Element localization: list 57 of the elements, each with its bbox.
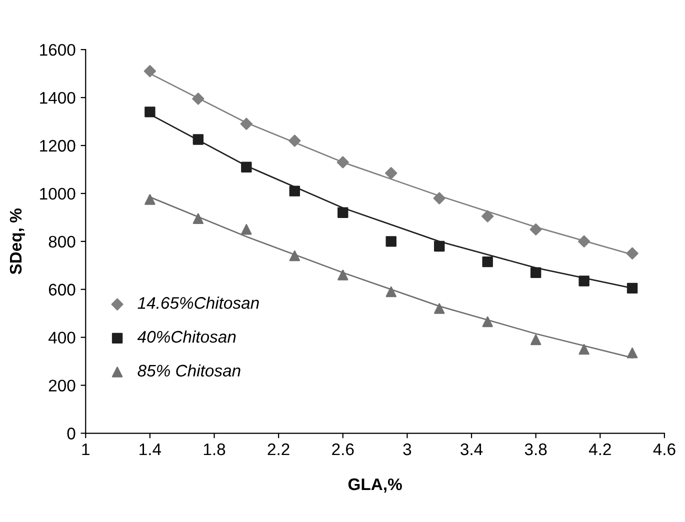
point bbox=[433, 192, 446, 204]
x-tick-label: 2.2 bbox=[268, 443, 290, 456]
legend-label: 40%Chitosan bbox=[137, 330, 236, 343]
point bbox=[338, 270, 348, 280]
y-tick-label: 1200 bbox=[40, 140, 76, 152]
point bbox=[336, 156, 349, 168]
point bbox=[192, 134, 204, 145]
x-tick-label: 3 bbox=[403, 443, 412, 456]
point bbox=[578, 276, 590, 286]
point bbox=[144, 65, 156, 78]
point bbox=[386, 236, 396, 247]
x-tick-label: 2.6 bbox=[332, 443, 354, 456]
point bbox=[626, 247, 638, 260]
point bbox=[482, 210, 494, 222]
point bbox=[386, 286, 396, 298]
y-tick-label: 400 bbox=[48, 332, 76, 344]
point bbox=[530, 267, 542, 278]
point bbox=[482, 316, 493, 328]
x-tick-label: 4.2 bbox=[588, 443, 611, 456]
x-tick-label: 1 bbox=[82, 444, 90, 456]
point bbox=[240, 118, 252, 130]
point bbox=[578, 235, 590, 248]
y-tick-label: 1600 bbox=[40, 44, 76, 56]
x-tick-label: 3.8 bbox=[524, 443, 547, 456]
point bbox=[530, 223, 542, 236]
x-tick-label: 3.4 bbox=[460, 443, 483, 456]
point bbox=[385, 167, 398, 180]
point bbox=[626, 348, 638, 358]
x-axis-title: GLA,% bbox=[348, 478, 402, 493]
y-tick-label: 1400 bbox=[40, 92, 76, 104]
point bbox=[530, 334, 542, 346]
legend-label: 14.65%Chitosan bbox=[138, 296, 259, 309]
y-axis-title: SDeq, % bbox=[10, 208, 25, 274]
x-tick-label: 1.8 bbox=[204, 443, 226, 456]
y-tick-label: 800 bbox=[48, 236, 76, 248]
x-tick-label: 1.4 bbox=[140, 444, 162, 456]
point bbox=[289, 250, 300, 262]
point bbox=[482, 256, 493, 268]
y-tick-label: 0 bbox=[67, 428, 76, 440]
point bbox=[578, 344, 590, 355]
point bbox=[288, 134, 301, 147]
point bbox=[626, 282, 638, 294]
point bbox=[434, 303, 445, 314]
point bbox=[434, 240, 445, 252]
point bbox=[144, 106, 156, 118]
y-tick-label: 1000 bbox=[40, 188, 76, 200]
point bbox=[192, 213, 204, 224]
legend-label: 85% Chitosan bbox=[138, 364, 240, 377]
point bbox=[192, 92, 204, 105]
point bbox=[241, 162, 252, 172]
y-tick-label: 200 bbox=[48, 380, 76, 392]
point bbox=[241, 224, 252, 235]
point bbox=[338, 207, 348, 218]
x-tick-label: 4.6 bbox=[653, 443, 676, 456]
y-tick-label: 600 bbox=[48, 284, 76, 296]
point bbox=[144, 194, 156, 205]
point bbox=[289, 186, 300, 196]
